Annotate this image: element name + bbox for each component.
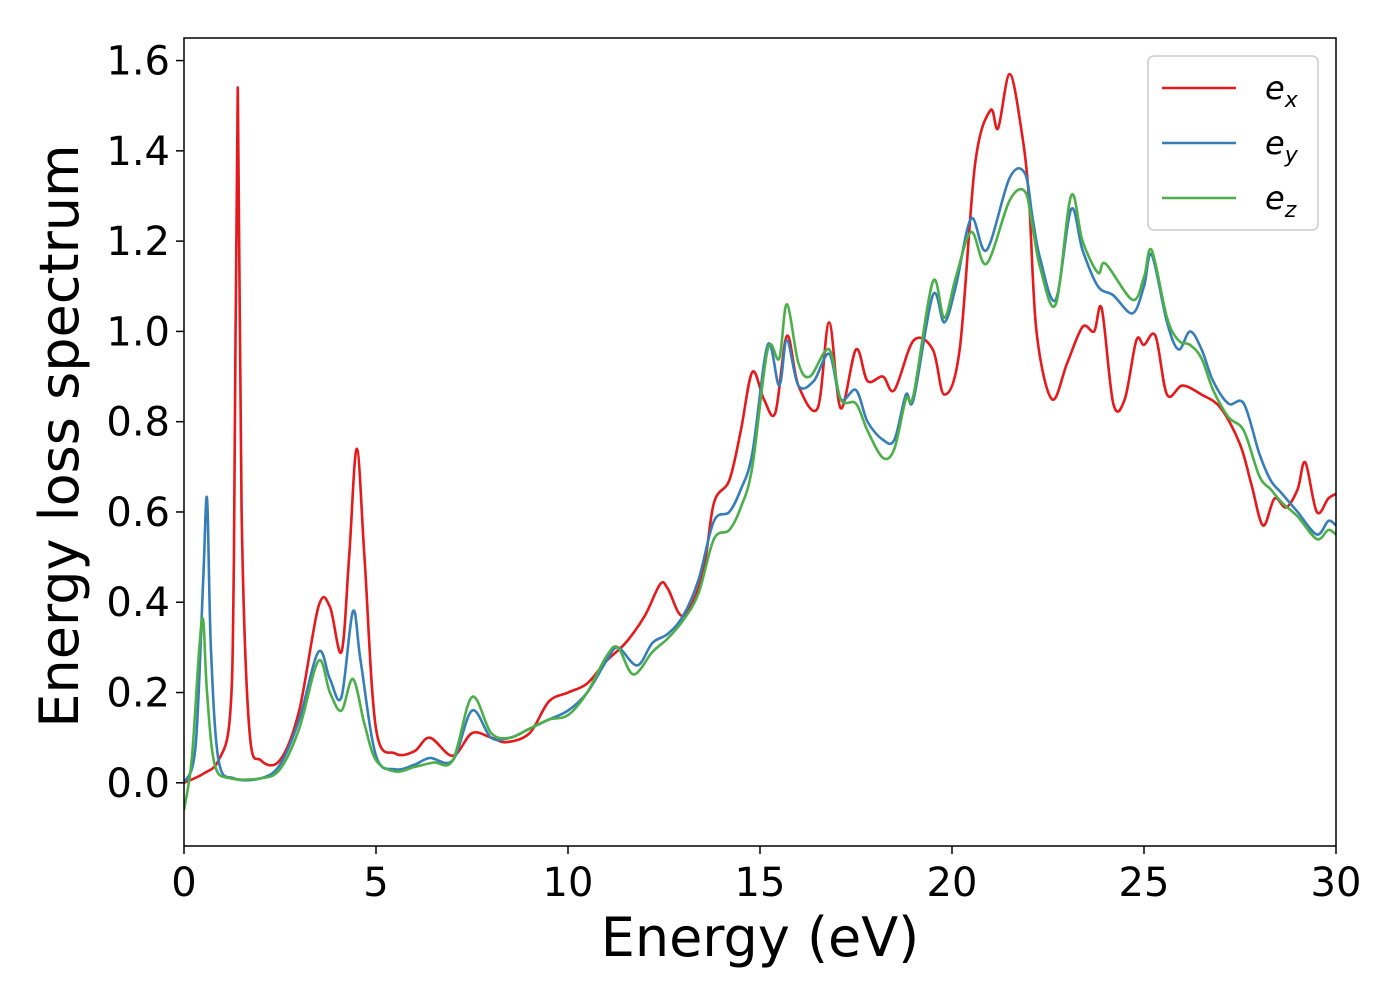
y-tick-label: 0.2 [106,671,170,717]
x-tick-label: 30 [1311,860,1362,906]
series-line-ex [184,72,1336,784]
x-tick-label: 20 [927,860,978,906]
legend-entry-base: e [1265,124,1285,162]
x-axis-label: Energy (eV) [601,906,920,969]
y-tick-label: 1.2 [106,219,170,265]
y-tick-label: 1.4 [106,129,170,175]
legend-entry-subscript: y [1284,143,1299,168]
plot-area [184,72,1336,811]
x-axis-ticks: 0 5 10 15 20 25 30 [171,846,1361,906]
legend-entry-base: e [1265,179,1285,217]
y-tick-label: 0.4 [106,580,170,626]
legend-entry-subscript: x [1284,88,1299,113]
y-tick-label: 0.6 [106,490,170,536]
legend-entry-base: e [1265,69,1285,107]
y-axis-ticks: 0.0 0.2 0.4 0.6 0.8 1.0 1.2 1.4 1.6 [106,39,184,807]
x-tick-label: 10 [543,860,594,906]
x-tick-label: 0 [171,860,196,906]
legend-entry-ex: ex [1265,69,1299,113]
y-tick-label: 1.6 [106,39,170,85]
x-tick-label: 25 [1119,860,1170,906]
series-line-ez [184,187,1336,811]
legend-entry-subscript: z [1284,198,1297,223]
legend-entry-ez: ez [1265,179,1297,223]
y-tick-label: 1.0 [106,309,170,355]
series-line-ey [184,167,1336,784]
y-tick-label: 0.0 [106,761,170,807]
y-tick-label: 0.8 [106,400,170,446]
y-axis-label: Energy loss spectrum [28,144,91,727]
legend-entry-ey: ey [1265,124,1299,168]
plot-frame [183,37,1337,847]
x-tick-label: 15 [735,860,786,906]
x-tick-label: 5 [363,860,388,906]
